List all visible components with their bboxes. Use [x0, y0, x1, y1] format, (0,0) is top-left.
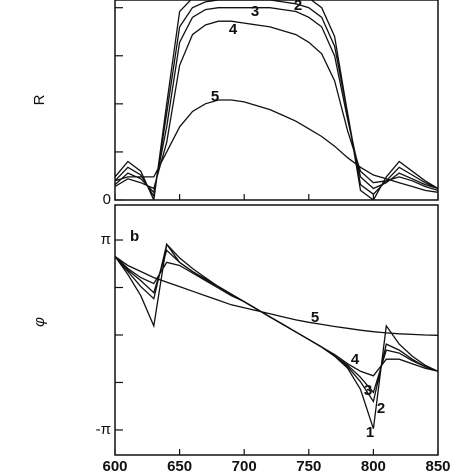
- x-tick-label: 650: [167, 458, 192, 474]
- data-line: [115, 0, 438, 200]
- y-axis-label: R: [31, 94, 48, 105]
- series-group: [115, 242, 438, 429]
- x-tick-label: 850: [425, 458, 450, 474]
- data-line: [115, 99, 438, 193]
- plot-frame: [114, 204, 439, 456]
- data-line: [115, 20, 438, 192]
- curve-label: 4: [351, 351, 360, 368]
- series-group: [115, 0, 438, 200]
- y-tick-label: 0: [103, 191, 111, 208]
- curve-label: 4: [229, 21, 238, 38]
- curve-label: 2: [294, 0, 302, 14]
- curve-label: 1: [366, 424, 374, 441]
- x-tick-label: 800: [361, 458, 386, 474]
- data-line: [115, 255, 438, 377]
- plot-frame: [114, 0, 439, 201]
- y-tick-label: π: [101, 231, 111, 248]
- curve-label: 2: [377, 400, 385, 417]
- curve-label: 3: [364, 382, 372, 399]
- panel-label: b: [130, 228, 139, 245]
- x-tick-label: 700: [232, 458, 257, 474]
- data-line: [115, 255, 438, 336]
- curve-label: 5: [311, 309, 319, 326]
- data-line: [115, 7, 438, 194]
- x-tick-label: 750: [296, 458, 321, 474]
- y-tick-label: -π: [96, 421, 111, 438]
- x-tick-label: 600: [102, 458, 127, 474]
- curve-label: 5: [211, 88, 219, 105]
- curve-label: 3: [251, 3, 259, 20]
- data-line: [115, 242, 438, 429]
- y-axis-label: φ: [31, 317, 48, 327]
